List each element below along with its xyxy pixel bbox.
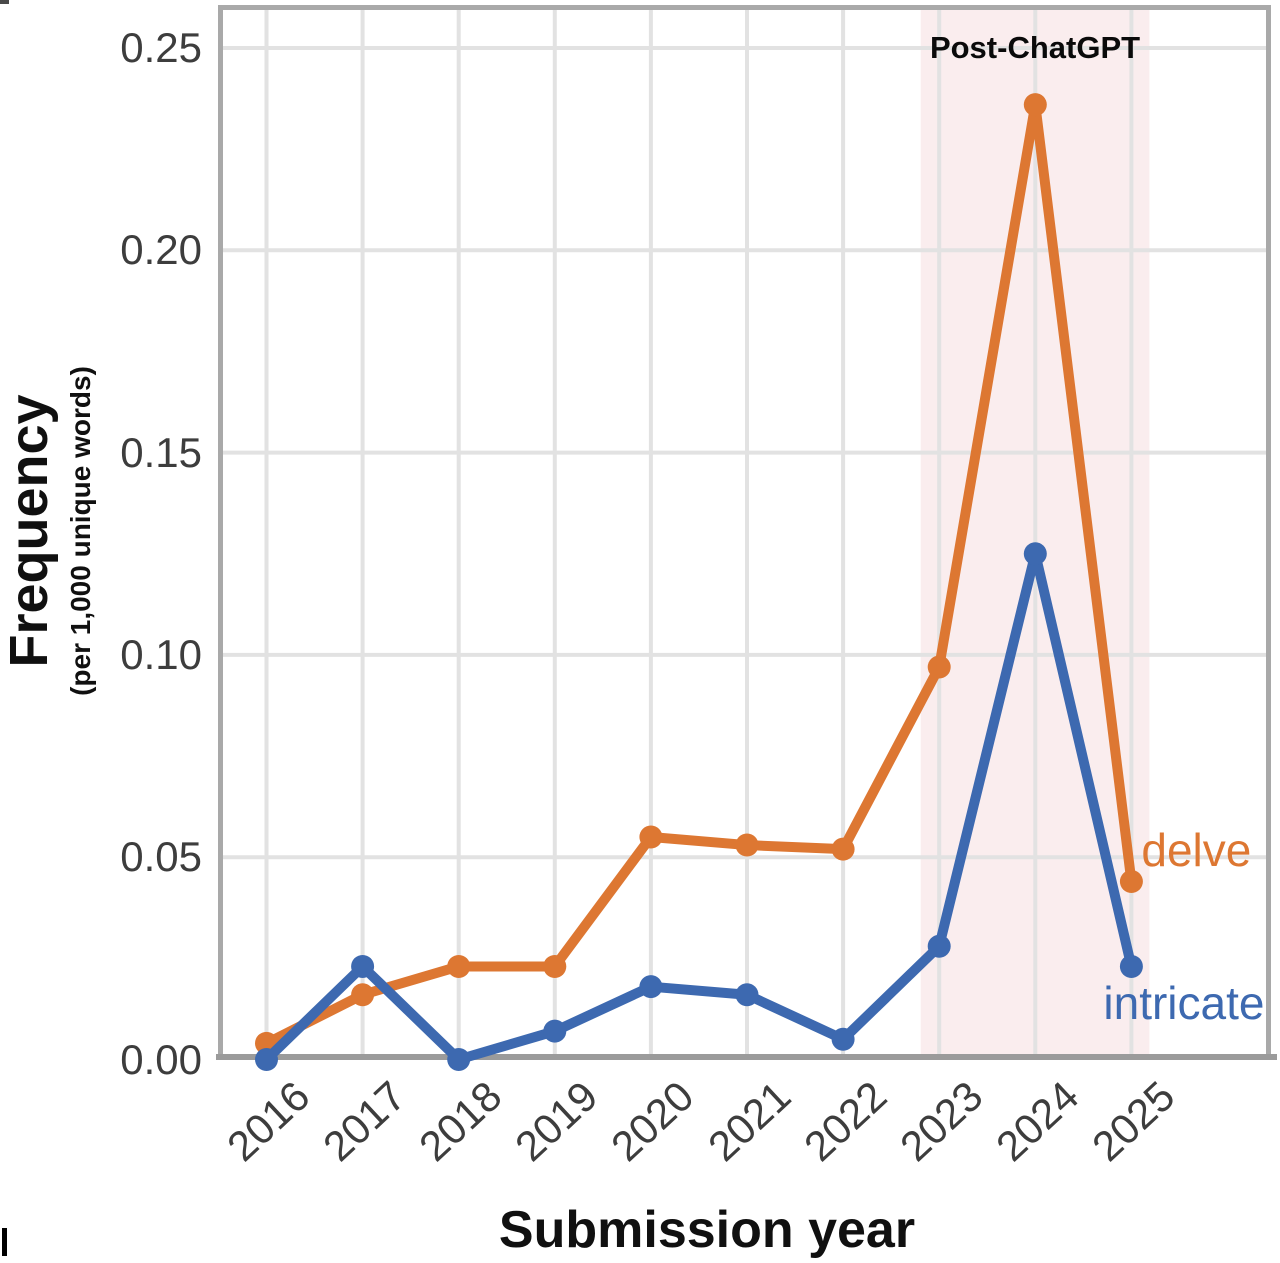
- point-intricate-2025: [1119, 954, 1143, 978]
- point-delve-2021: [735, 833, 759, 857]
- point-intricate-2022: [831, 1027, 855, 1051]
- point-delve-2023: [927, 655, 951, 679]
- line-delve: [261, 99, 1137, 1049]
- scan-artifact-bar: [2, 1228, 7, 1256]
- series-label-intricate: intricate: [1103, 977, 1265, 1030]
- point-delve-2018: [447, 954, 471, 978]
- y-tick-label-0.00: 0.00: [120, 1035, 202, 1083]
- point-intricate-2024: [1023, 542, 1047, 566]
- scan-artifact-mark: [0, 0, 9, 4]
- y-tick-label-0.05: 0.05: [120, 833, 202, 881]
- point-intricate-2021: [735, 983, 759, 1007]
- y-tick-label-0.25: 0.25: [120, 24, 202, 71]
- y-tick-label-0.15: 0.15: [120, 428, 202, 476]
- post-chatgpt-annotation: Post-ChatGPT: [929, 30, 1141, 65]
- point-delve-2019: [543, 954, 567, 978]
- point-delve-2022: [831, 837, 855, 861]
- point-intricate-2017: [351, 954, 375, 978]
- series-label-delve: delve: [1141, 824, 1252, 877]
- point-intricate-2019: [543, 1019, 567, 1043]
- line-intricate: [261, 548, 1137, 1065]
- point-intricate-2016: [255, 1048, 278, 1071]
- y-tick-label-0.20: 0.20: [120, 226, 202, 274]
- point-delve-2025: [1119, 869, 1143, 893]
- point-delve-2017: [351, 983, 375, 1007]
- y-tick-label-0.10: 0.10: [120, 630, 202, 678]
- point-intricate-2020: [639, 975, 663, 999]
- point-delve-2024: [1023, 93, 1047, 117]
- point-delve-2020: [639, 825, 663, 849]
- point-intricate-2023: [927, 934, 951, 958]
- point-intricate-2018: [447, 1048, 471, 1071]
- x-axis-title: Submission year: [498, 1201, 916, 1259]
